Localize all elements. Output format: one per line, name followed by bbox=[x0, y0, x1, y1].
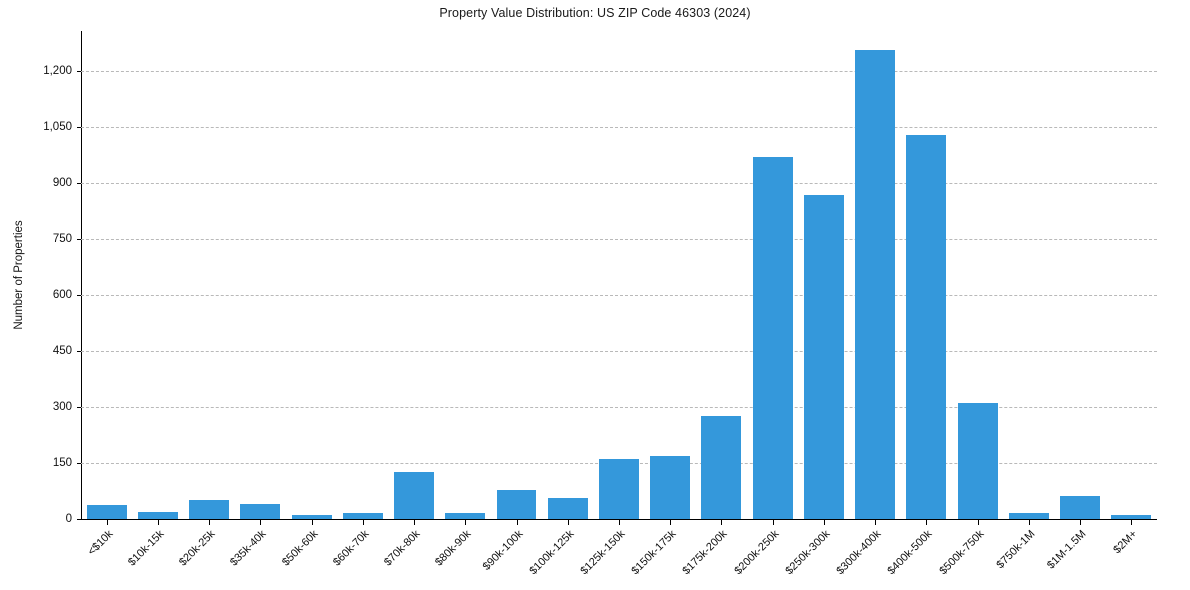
y-tick-mark bbox=[77, 238, 81, 240]
gridline bbox=[81, 406, 1157, 408]
x-tick-mark bbox=[772, 519, 774, 525]
x-tick-mark bbox=[721, 519, 723, 525]
bar bbox=[189, 500, 230, 519]
bar bbox=[855, 50, 896, 519]
y-tick-mark bbox=[77, 350, 81, 352]
bar bbox=[957, 403, 998, 519]
bar bbox=[445, 513, 486, 519]
gridline bbox=[81, 126, 1157, 128]
x-tick-mark bbox=[977, 519, 979, 525]
gridline bbox=[81, 238, 1157, 240]
gridline bbox=[81, 182, 1157, 184]
y-tick-label: 900 bbox=[52, 176, 72, 189]
x-tick-mark bbox=[311, 519, 313, 525]
bar bbox=[137, 512, 178, 519]
x-tick-label: <$10k bbox=[85, 528, 116, 558]
bar bbox=[1111, 515, 1152, 519]
bar bbox=[701, 416, 742, 519]
bar bbox=[291, 514, 332, 519]
y-tick-label: 450 bbox=[52, 344, 72, 357]
bar bbox=[803, 194, 844, 519]
y-tick-mark bbox=[77, 70, 81, 72]
bar bbox=[496, 489, 537, 519]
chart-title: Property Value Distribution: US ZIP Code… bbox=[439, 6, 751, 20]
x-tick-mark bbox=[823, 519, 825, 525]
x-tick-mark bbox=[209, 519, 211, 525]
bar bbox=[86, 504, 127, 519]
x-tick-mark bbox=[619, 519, 620, 525]
y-tick-label: 300 bbox=[52, 400, 72, 413]
y-tick-mark bbox=[77, 126, 81, 128]
bar bbox=[1008, 513, 1049, 519]
bar bbox=[1060, 495, 1101, 519]
x-tick-mark bbox=[1131, 519, 1133, 525]
x-tick-mark bbox=[670, 519, 672, 525]
x-tick-mark bbox=[414, 519, 416, 525]
gridline bbox=[81, 350, 1157, 352]
gridline bbox=[81, 70, 1157, 72]
bar bbox=[240, 504, 281, 519]
x-tick-mark bbox=[926, 519, 928, 525]
gridline bbox=[81, 294, 1157, 296]
x-tick-mark bbox=[875, 519, 877, 525]
bar bbox=[599, 459, 639, 519]
x-tick-mark bbox=[1028, 519, 1030, 525]
x-tick-mark bbox=[157, 519, 159, 525]
bar bbox=[394, 471, 435, 519]
y-tick-mark bbox=[77, 519, 81, 520]
plot-area: Number of Properties 0 150 300 450 600 750 900… bbox=[13, 31, 1157, 525]
x-tick-mark bbox=[465, 519, 467, 525]
x-tick-mark bbox=[567, 519, 569, 525]
bar bbox=[547, 498, 588, 519]
x-tick-mark bbox=[106, 519, 108, 525]
y-tick-mark bbox=[77, 406, 81, 408]
x-tick-mark bbox=[362, 519, 364, 525]
y-tick-label: 0 bbox=[65, 513, 72, 525]
x-tick-mark bbox=[1080, 519, 1082, 525]
y-tick-label: 600 bbox=[52, 288, 72, 301]
y-tick-label: 1,050 bbox=[43, 120, 72, 133]
y-tick-mark bbox=[77, 182, 81, 184]
bar bbox=[342, 513, 383, 519]
bar bbox=[752, 156, 793, 519]
y-tick-label: 1,200 bbox=[43, 64, 72, 77]
y-tick-mark bbox=[77, 294, 81, 296]
bar bbox=[650, 456, 691, 519]
y-tick-label: 150 bbox=[52, 456, 72, 469]
y-tick-mark bbox=[77, 462, 81, 464]
x-tick-mark bbox=[260, 519, 262, 525]
x-tick-mark bbox=[516, 519, 518, 525]
y-tick-label: 750 bbox=[52, 232, 72, 245]
bar bbox=[906, 134, 947, 519]
y-axis-line bbox=[81, 31, 1157, 519]
